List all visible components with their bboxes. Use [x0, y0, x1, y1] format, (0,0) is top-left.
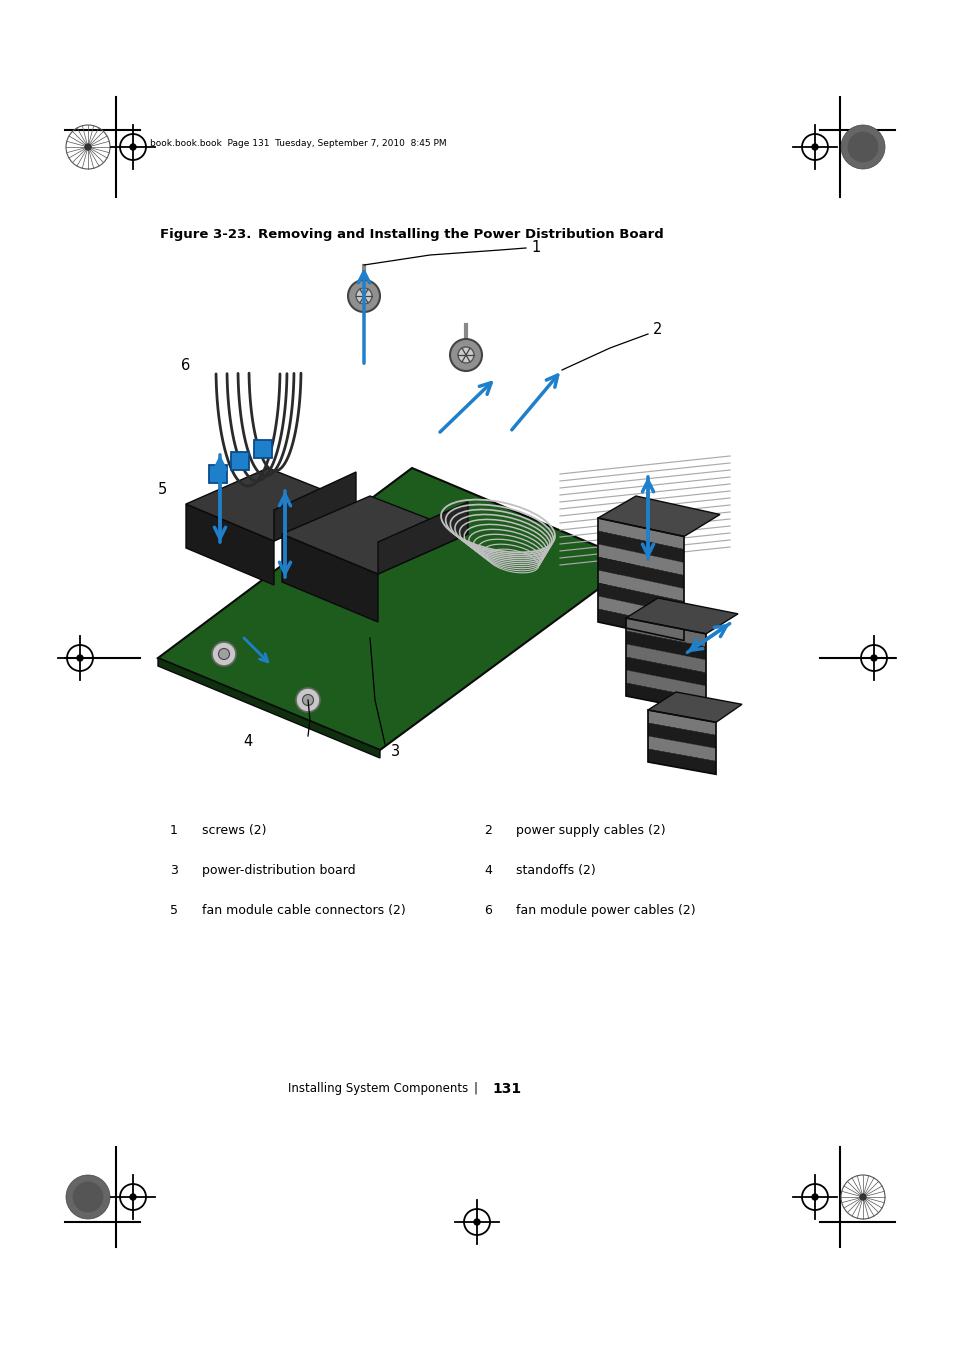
Text: 1: 1 — [170, 824, 178, 837]
Polygon shape — [598, 544, 683, 575]
Text: 5: 5 — [157, 482, 167, 498]
Text: 4: 4 — [483, 864, 492, 878]
Polygon shape — [274, 472, 355, 541]
Polygon shape — [625, 598, 738, 634]
Text: Installing System Components: Installing System Components — [288, 1081, 468, 1095]
Polygon shape — [598, 595, 683, 628]
Polygon shape — [282, 535, 377, 622]
Circle shape — [72, 1181, 103, 1212]
FancyBboxPatch shape — [209, 464, 227, 483]
Circle shape — [811, 144, 817, 150]
Circle shape — [870, 655, 876, 662]
Text: |: | — [474, 1081, 477, 1095]
Polygon shape — [158, 657, 379, 757]
Polygon shape — [598, 570, 683, 602]
Circle shape — [218, 648, 230, 660]
Polygon shape — [625, 618, 705, 647]
Circle shape — [66, 1174, 110, 1219]
Polygon shape — [625, 657, 705, 686]
Text: fan module power cables (2): fan module power cables (2) — [516, 904, 695, 917]
Circle shape — [811, 1193, 817, 1200]
Polygon shape — [377, 502, 468, 574]
Text: Figure 3-23.: Figure 3-23. — [160, 228, 251, 242]
Circle shape — [841, 126, 884, 169]
Circle shape — [130, 144, 136, 150]
Text: 3: 3 — [391, 744, 400, 760]
Text: 4: 4 — [243, 734, 253, 749]
Polygon shape — [598, 609, 683, 640]
Circle shape — [457, 347, 474, 363]
Text: 131: 131 — [492, 1081, 520, 1096]
Circle shape — [130, 1193, 136, 1200]
Circle shape — [348, 279, 379, 312]
Polygon shape — [186, 504, 274, 585]
Polygon shape — [625, 630, 705, 660]
Polygon shape — [647, 749, 716, 775]
Circle shape — [295, 688, 319, 711]
Polygon shape — [598, 495, 720, 536]
FancyBboxPatch shape — [253, 440, 272, 458]
Text: 2: 2 — [653, 323, 662, 338]
Polygon shape — [647, 724, 716, 748]
Text: book.book.book  Page 131  Tuesday, September 7, 2010  8:45 PM: book.book.book Page 131 Tuesday, Septemb… — [150, 139, 446, 148]
Polygon shape — [647, 710, 716, 736]
Text: 1: 1 — [531, 239, 540, 255]
Polygon shape — [598, 558, 683, 589]
Polygon shape — [647, 736, 716, 761]
Circle shape — [450, 339, 481, 371]
Polygon shape — [186, 468, 355, 541]
Circle shape — [859, 1193, 865, 1200]
Text: 2: 2 — [483, 824, 492, 837]
Polygon shape — [625, 670, 705, 699]
Text: screws (2): screws (2) — [202, 824, 266, 837]
Text: 5: 5 — [170, 904, 178, 917]
Circle shape — [302, 694, 314, 706]
Text: fan module cable connectors (2): fan module cable connectors (2) — [202, 904, 405, 917]
FancyBboxPatch shape — [231, 452, 249, 470]
Text: 6: 6 — [181, 358, 191, 373]
Text: Removing and Installing the Power Distribution Board: Removing and Installing the Power Distri… — [257, 228, 663, 242]
Circle shape — [77, 655, 83, 662]
Text: 6: 6 — [483, 904, 492, 917]
Text: 3: 3 — [170, 864, 178, 878]
Text: power-distribution board: power-distribution board — [202, 864, 355, 878]
Polygon shape — [625, 644, 705, 672]
Circle shape — [212, 643, 235, 666]
Polygon shape — [598, 518, 683, 549]
Polygon shape — [647, 693, 741, 722]
Polygon shape — [598, 583, 683, 614]
Polygon shape — [625, 683, 705, 711]
Polygon shape — [598, 531, 683, 563]
Circle shape — [846, 131, 878, 162]
Text: standoffs (2): standoffs (2) — [516, 864, 595, 878]
Polygon shape — [158, 468, 635, 751]
Circle shape — [474, 1219, 479, 1224]
Polygon shape — [282, 495, 468, 574]
Text: power supply cables (2): power supply cables (2) — [516, 824, 665, 837]
Circle shape — [85, 144, 91, 150]
Circle shape — [355, 288, 372, 304]
